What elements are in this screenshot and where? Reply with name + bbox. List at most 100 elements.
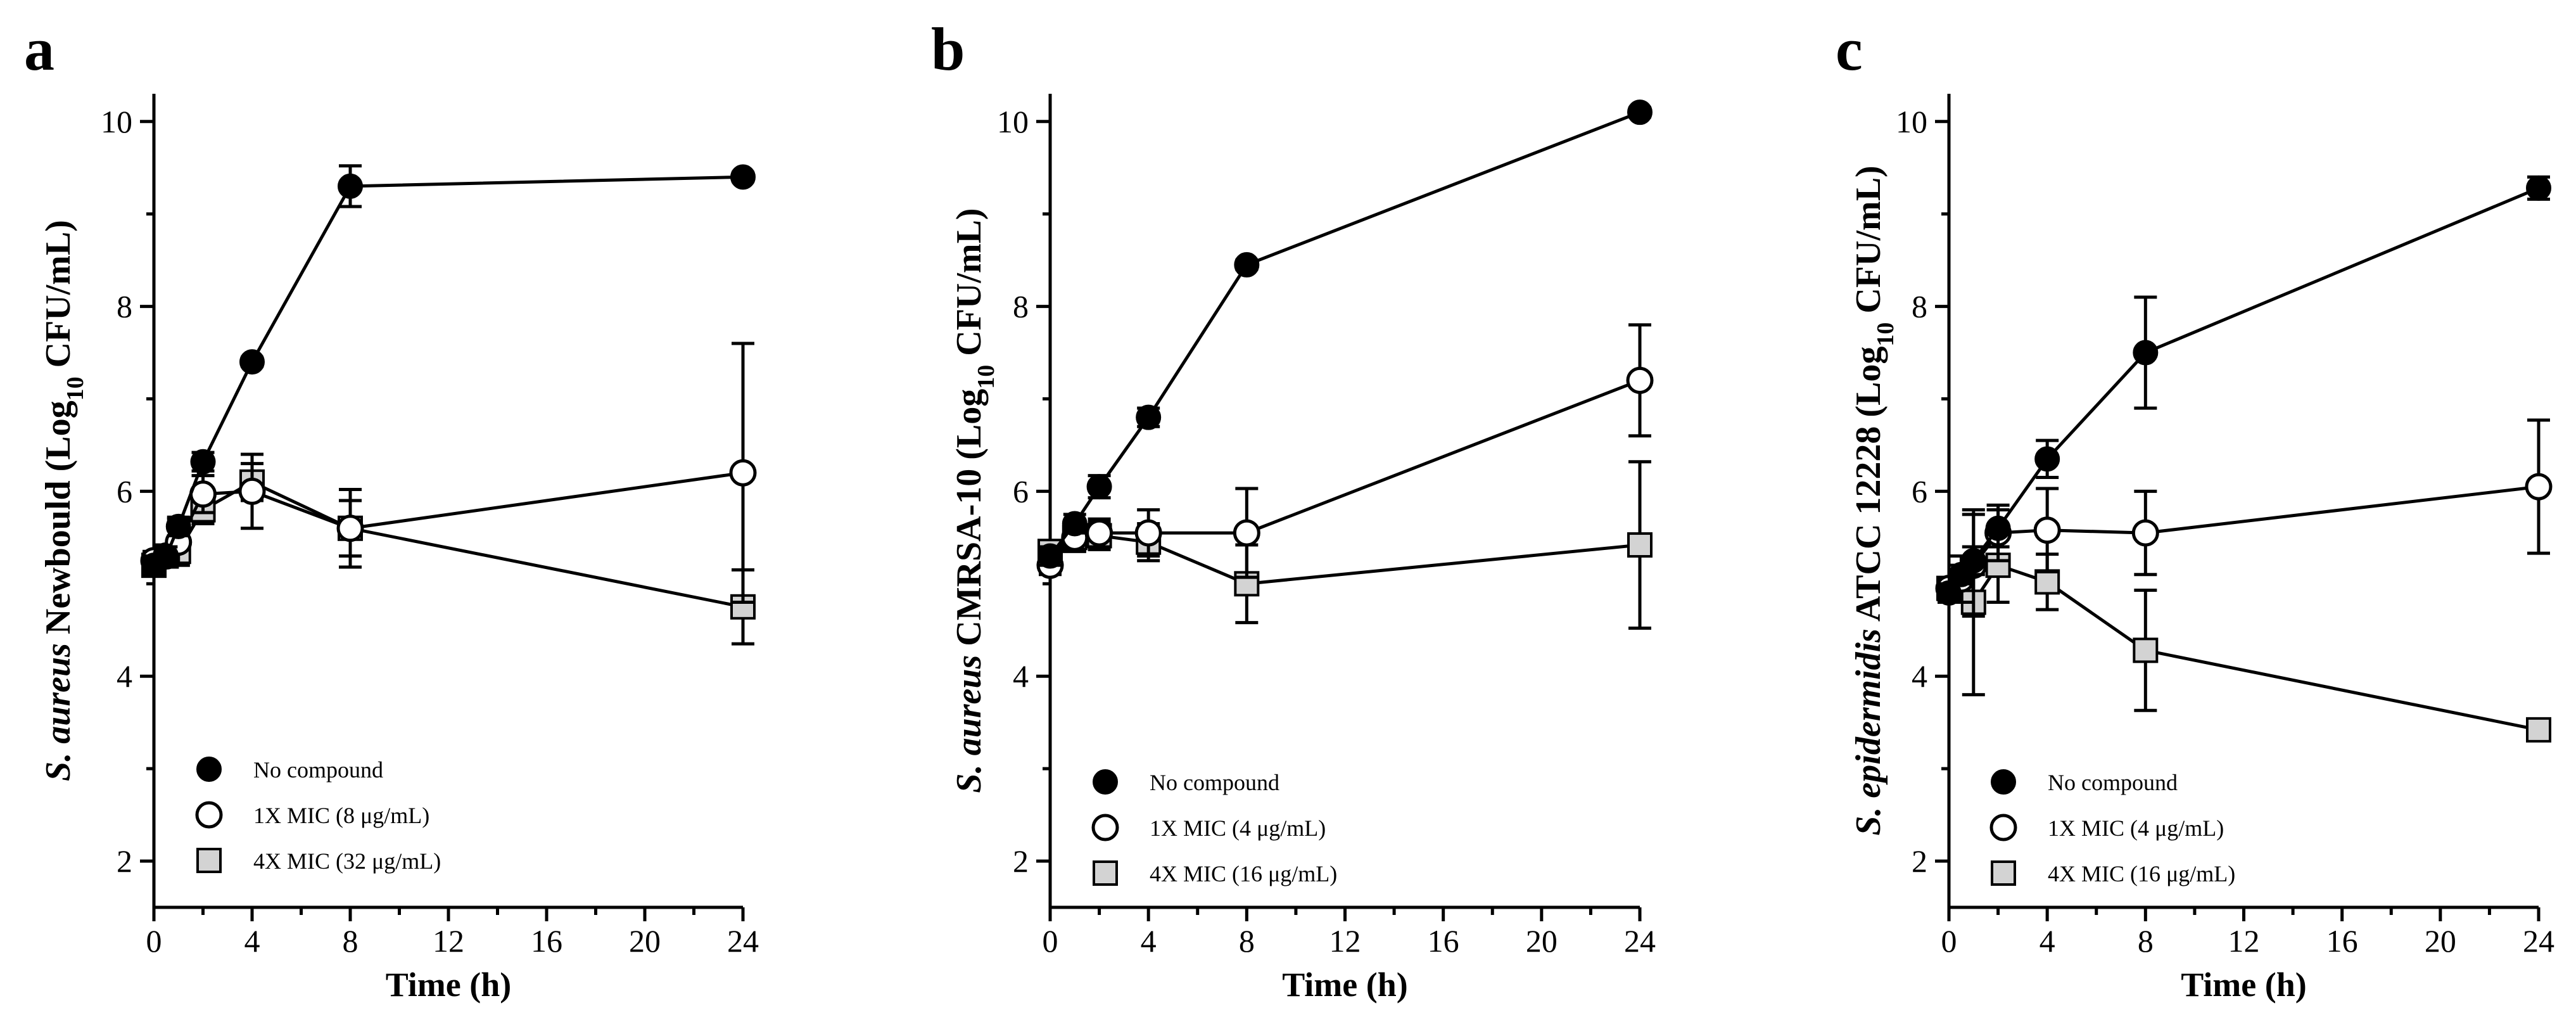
y-tick-label: 6: [117, 473, 132, 509]
y-axis-title-unit: CFU/mL): [949, 208, 989, 364]
data-point: [190, 449, 216, 475]
data-point: [1233, 519, 1260, 547]
y-tick-label: 2: [1912, 843, 1927, 879]
data-point: [153, 543, 179, 569]
x-tick-label: 16: [531, 923, 562, 959]
y-tick-label: 8: [1013, 289, 1029, 324]
series-line: [153, 175, 744, 567]
x-tick-label: 4: [2040, 923, 2055, 959]
x-tick-label: 16: [2326, 923, 2358, 959]
x-tick-label: 4: [244, 923, 260, 959]
data-point: [1136, 404, 1162, 430]
y-axis-title: S. aureus CMRSA-10 (Log10 CFU/mL): [949, 208, 999, 793]
data-point: [1960, 547, 1986, 573]
x-tick-label: 16: [1428, 923, 1459, 959]
legend-marker: [1989, 814, 2017, 841]
series-mic4: [1936, 508, 2551, 743]
data-point: [239, 349, 265, 375]
data-point: [238, 477, 266, 505]
legend-marker: [195, 801, 223, 829]
x-tick-label: 0: [1941, 923, 1957, 959]
y-tick-label: 10: [997, 104, 1029, 139]
data-point: [2034, 569, 2060, 595]
y-tick-label: 10: [1896, 104, 1927, 139]
legend-label: 1X MIC (8 μg/mL): [253, 803, 429, 828]
y-tick-label: 6: [1912, 473, 1927, 509]
x-axis-title: Time (h): [386, 966, 512, 1004]
data-point: [165, 513, 191, 539]
x-tick-label: 0: [146, 923, 162, 959]
y-tick-label: 8: [117, 289, 132, 324]
y-axis-title-subscript: 10: [62, 376, 89, 400]
legend-marker: [1093, 769, 1118, 795]
x-tick-label: 24: [1624, 923, 1656, 959]
legend-label: No compound: [2048, 770, 2178, 795]
x-tick-label: 8: [2138, 923, 2154, 959]
data-point: [2526, 175, 2551, 201]
legend-marker: [1091, 814, 1119, 841]
data-point: [1134, 519, 1162, 547]
series-mic1: [1935, 418, 2553, 618]
y-tick-label: 2: [117, 843, 132, 879]
legend-label: 1X MIC (4 μg/mL): [1150, 815, 1326, 841]
data-point: [2133, 637, 2159, 663]
data-point: [2033, 516, 2061, 544]
y-axis-title-unit: CFU/mL): [39, 220, 78, 376]
legend-label: No compound: [253, 757, 383, 783]
legend: No compound 1X MIC (8 μg/mL) 4X MIC (32 μg…: [195, 757, 441, 874]
data-point: [1037, 543, 1063, 569]
series-no_compound: [1037, 99, 1653, 569]
data-point: [1985, 515, 2011, 541]
legend-label: No compound: [1150, 770, 1279, 795]
series-mic4: [1037, 460, 1653, 630]
legend-marker: [196, 848, 222, 873]
x-tick-label: 8: [1239, 923, 1255, 959]
data-point: [2525, 473, 2553, 501]
legend-marker: [196, 757, 222, 782]
series-line: [1049, 110, 1640, 558]
legend-marker: [1093, 860, 1118, 886]
y-axis-title-strain: ATCC 12228 (Log: [1849, 347, 1888, 629]
y-axis-title: S. epidermidis ATCC 12228 (Log10 CFU/mL): [1849, 165, 1899, 835]
data-point: [1936, 580, 1962, 606]
data-point: [2526, 717, 2551, 743]
x-tick-label: 20: [2425, 923, 2456, 959]
panel-letter: a: [24, 15, 54, 83]
x-tick-label: 12: [1329, 923, 1361, 959]
legend-marker: [1991, 769, 2016, 795]
x-tick-label: 24: [727, 923, 759, 959]
y-tick-label: 2: [1013, 843, 1029, 879]
x-tick-label: 12: [433, 923, 464, 959]
y-axis-title-species: S. epidermidis: [1849, 629, 1888, 836]
x-tick-label: 20: [1526, 923, 1558, 959]
y-axis-title-subscript: 10: [1872, 323, 1899, 347]
data-point: [2133, 340, 2159, 366]
x-tick-label: 8: [343, 923, 358, 959]
data-point: [338, 173, 363, 199]
x-axis-title: Time (h): [2181, 966, 2307, 1004]
legend: No compound 1X MIC (4 μg/mL) 4X MIC (16 μg…: [1989, 769, 2235, 886]
data-point: [1627, 99, 1653, 125]
data-point: [1627, 532, 1653, 558]
x-axis-title: Time (h): [1282, 966, 1408, 1004]
x-tick-label: 4: [1141, 923, 1157, 959]
panel-letter: b: [931, 15, 965, 83]
data-point: [2034, 446, 2060, 472]
series-mic4: [141, 462, 756, 646]
legend-marker: [1991, 860, 2016, 886]
y-axis-title-strain: Newbould (Log: [39, 400, 78, 643]
x-tick-label: 12: [2228, 923, 2260, 959]
legend-label: 4X MIC (32 μg/mL): [253, 848, 441, 874]
data-point: [1086, 474, 1112, 500]
y-axis-title: S. aureus Newbould (Log10 CFU/mL): [39, 220, 89, 781]
y-axis-title-species: S. aureus: [39, 643, 78, 781]
y-axis-title-species: S. aureus: [949, 655, 989, 793]
legend-label: 1X MIC (4 μg/mL): [2048, 815, 2224, 841]
y-tick-label: 10: [101, 104, 132, 139]
y-axis-title-unit: CFU/mL): [1849, 165, 1888, 322]
data-point: [2131, 519, 2159, 547]
data-point: [730, 164, 756, 190]
